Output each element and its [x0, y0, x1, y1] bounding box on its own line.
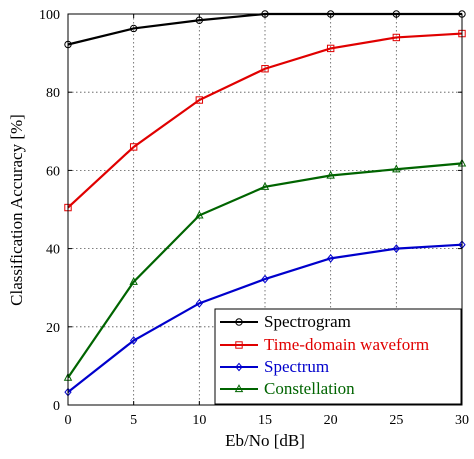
x-tick-label: 0 [65, 413, 72, 428]
x-tick-label: 5 [130, 413, 137, 428]
legend-marker [235, 362, 243, 372]
legend-item: Spectrum [220, 357, 329, 376]
data-point [392, 164, 401, 173]
legend-marker [235, 341, 243, 349]
x-axis-label: Eb/No [dB] [225, 431, 305, 450]
legend-label: Constellation [264, 379, 355, 398]
data-point [195, 96, 204, 104]
x-tick-label: 25 [389, 413, 403, 428]
x-tick-label: 30 [455, 413, 469, 428]
legend-item: Spectrogram [220, 312, 351, 331]
series-line [67, 32, 463, 209]
y-tick-label: 20 [46, 321, 60, 336]
legend-marker [235, 318, 243, 326]
data-point [261, 274, 269, 284]
y-axis-ticks: 0 20 40 60 80 100 [39, 8, 462, 414]
data-point [392, 33, 401, 42]
data-point [327, 253, 335, 263]
y-tick-label: 80 [46, 86, 60, 101]
series-time-domain-waveform [64, 29, 466, 212]
y-axis-label: Classification Accuracy [%] [7, 114, 26, 306]
y-tick-label: 0 [53, 399, 60, 414]
data-point [129, 276, 138, 285]
data-point [195, 298, 203, 308]
legend-item: Constellation [220, 379, 355, 398]
data-point [261, 65, 269, 73]
y-tick-label: 40 [46, 243, 60, 258]
x-tick-label: 20 [324, 413, 338, 428]
legend-label: Spectrum [264, 357, 329, 376]
data-point [260, 181, 270, 190]
data-point [195, 210, 204, 219]
data-point [326, 170, 335, 179]
legend-label: Time-domain waveform [264, 335, 429, 354]
x-tick-label: 10 [192, 413, 206, 428]
x-axis-ticks: 0 5 10 15 20 25 30 [65, 14, 469, 428]
series-line [67, 243, 463, 393]
y-tick-label: 100 [39, 8, 60, 23]
data-point [130, 336, 138, 345]
data-point [129, 24, 138, 33]
legend-marker [234, 384, 244, 393]
series-constellation [63, 158, 467, 381]
data-point [129, 143, 138, 151]
series-line [67, 162, 463, 379]
legend: Spectrogram Time-domain waveform Spectrum C… [214, 308, 462, 405]
legend-label: Spectrogram [264, 312, 351, 331]
legend-item: Time-domain waveform [220, 335, 429, 354]
y-tick-label: 60 [46, 164, 60, 179]
x-tick-label: 15 [258, 413, 272, 428]
data-point [392, 244, 400, 253]
data-point [326, 44, 335, 53]
